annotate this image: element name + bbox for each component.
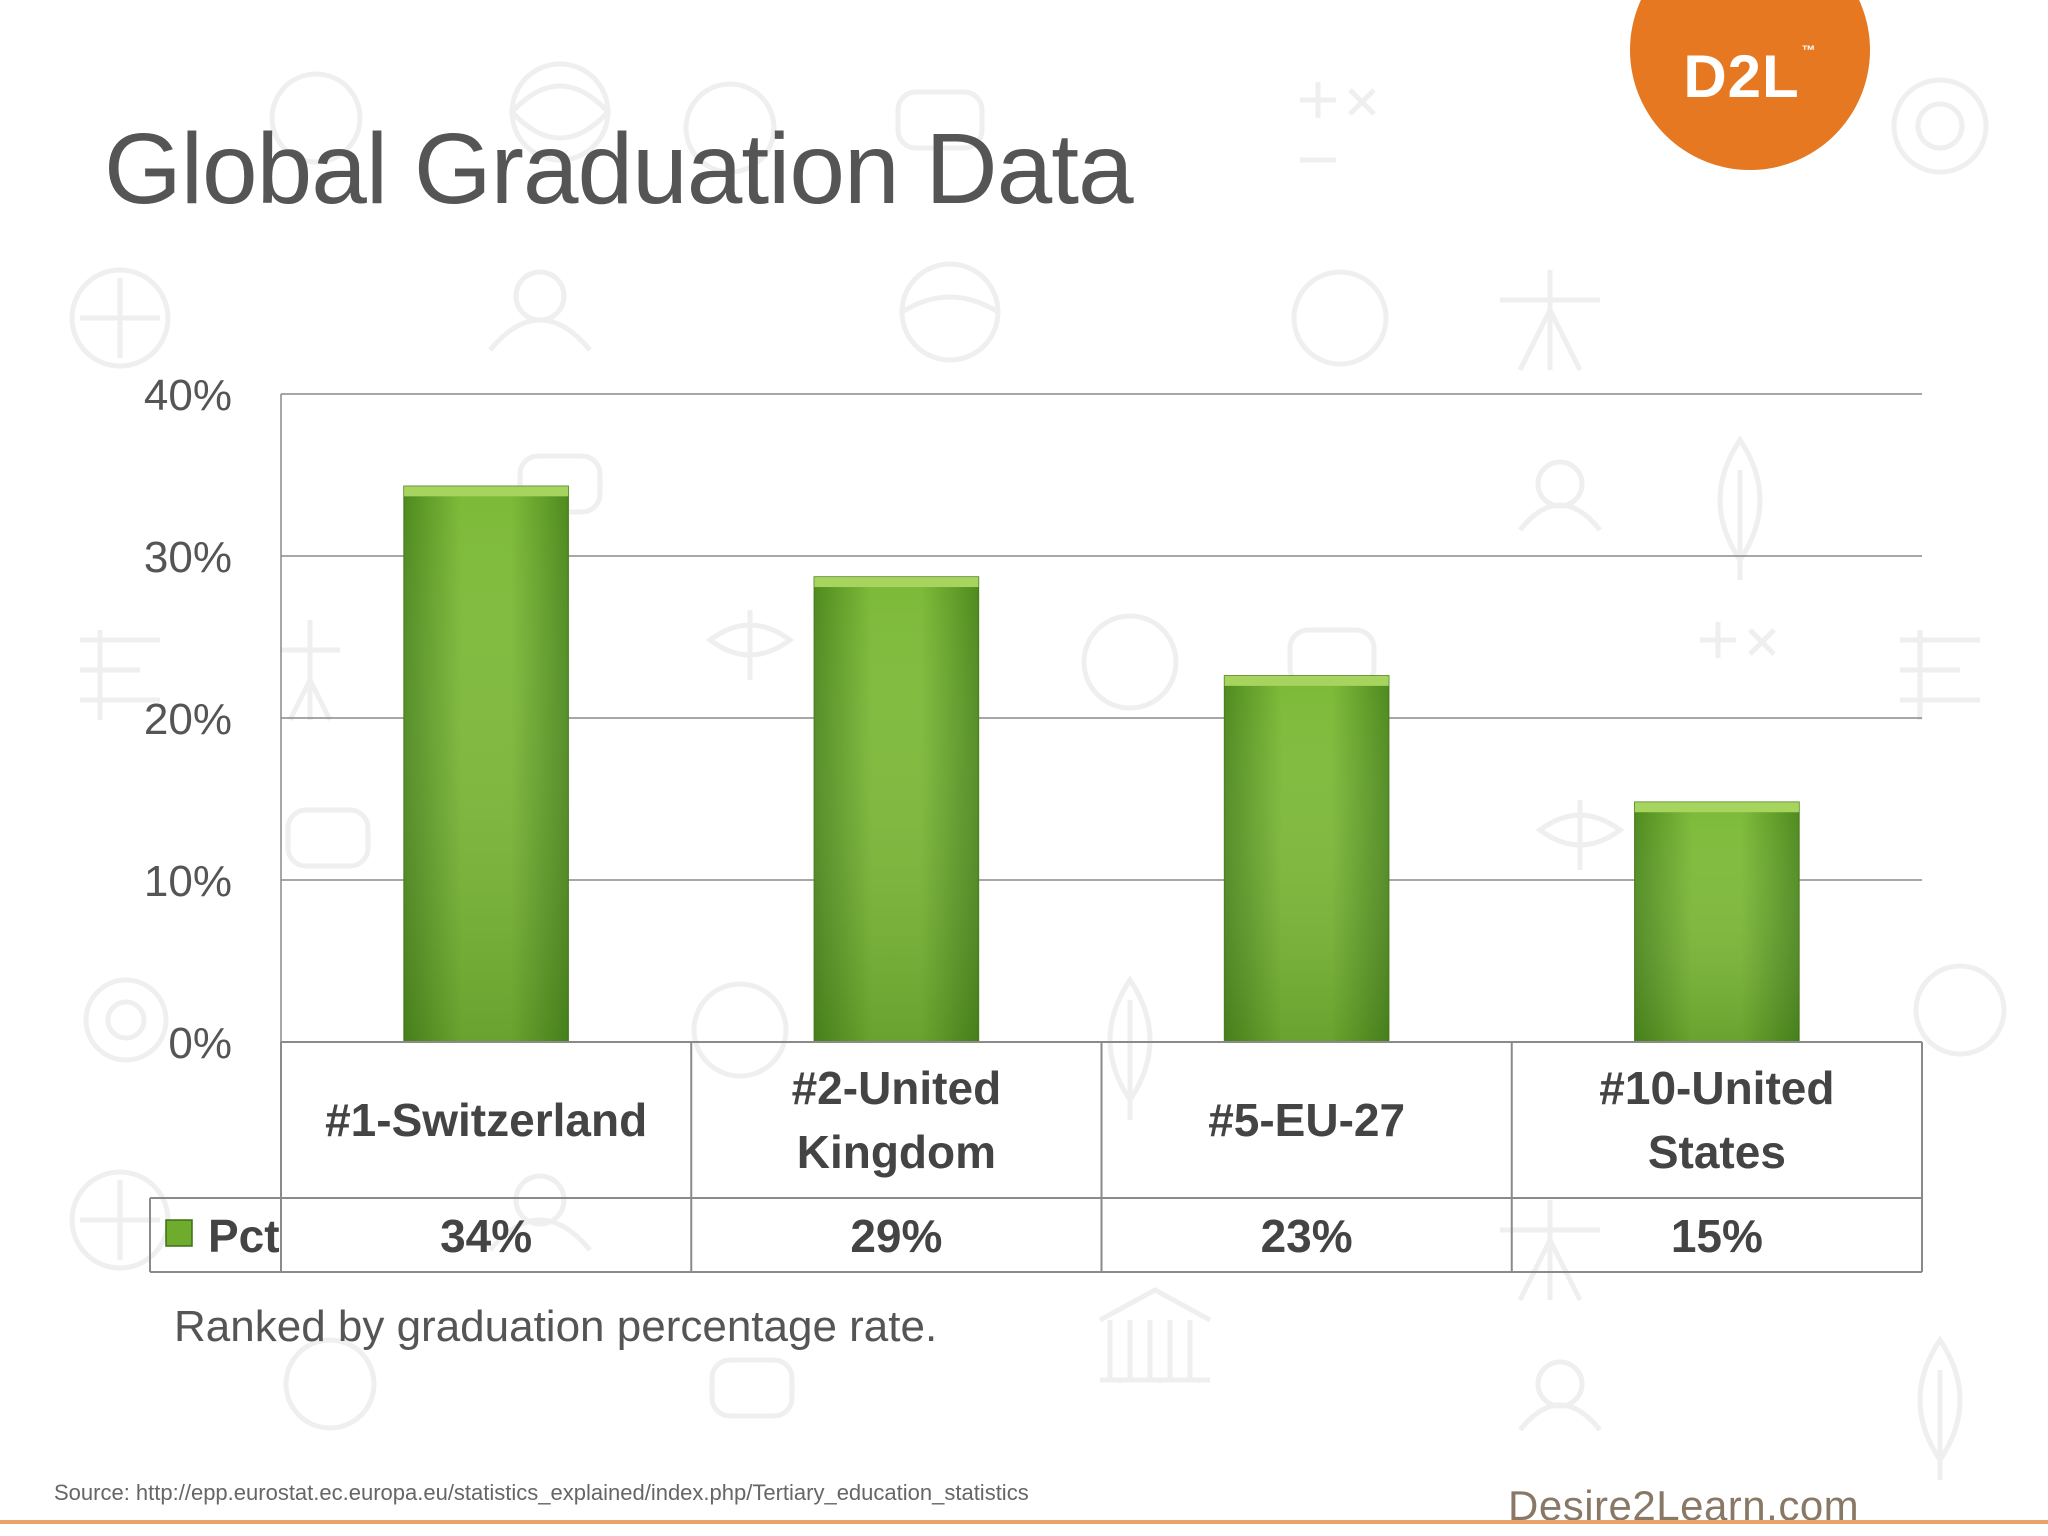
category-label: #2-United <box>792 1062 1002 1114</box>
legend-label: Pct <box>208 1210 280 1262</box>
category-label: States <box>1648 1126 1786 1178</box>
d2l-logo-text: D2L <box>1683 43 1800 110</box>
d2l-logo-trademark: ™ <box>1801 42 1817 58</box>
source-citation: Source: http://epp.eurostat.ec.europa.eu… <box>54 1480 1029 1505</box>
bar-shade <box>1224 675 1389 1042</box>
bar-top <box>1634 802 1799 813</box>
bars <box>403 485 1800 1043</box>
bar-shade <box>1634 802 1799 1042</box>
category-label: Kingdom <box>797 1126 996 1178</box>
data-table-value: 29% <box>850 1210 942 1262</box>
bar <box>403 485 569 1043</box>
chart-caption: Ranked by graduation percentage rate. <box>174 1302 938 1351</box>
y-tick-label: 0% <box>168 1019 232 1068</box>
y-axis-ticks: 0% 10% 20% 30% 40% <box>144 371 232 1068</box>
data-table-value: 15% <box>1671 1210 1763 1262</box>
bar-shade <box>404 486 569 1043</box>
footer-line <box>0 1520 2048 1524</box>
bar <box>1634 801 1800 1043</box>
bar-shade <box>814 577 979 1042</box>
bar-top <box>1224 675 1389 686</box>
category-label: #1-Switzerland <box>325 1094 647 1146</box>
data-table-value: 34% <box>440 1210 532 1262</box>
bar-top <box>404 486 569 497</box>
bar <box>813 576 980 1043</box>
legend-swatch <box>165 1219 193 1247</box>
y-tick-label: 10% <box>144 857 232 906</box>
category-label: #10-United <box>1599 1062 1834 1114</box>
slide-title: Global Graduation Data <box>104 113 1134 225</box>
data-table: #1-Switzerland 34% #2-United Kingdom 29% #5-E… <box>149 1041 1923 1273</box>
y-tick-label: 30% <box>144 533 232 582</box>
bar-top <box>814 577 979 588</box>
y-tick-label: 40% <box>144 371 232 420</box>
data-table-value: 23% <box>1261 1210 1353 1262</box>
y-tick-label: 20% <box>144 695 232 744</box>
bar <box>1223 675 1390 1043</box>
category-label: #5-EU-27 <box>1208 1094 1405 1146</box>
